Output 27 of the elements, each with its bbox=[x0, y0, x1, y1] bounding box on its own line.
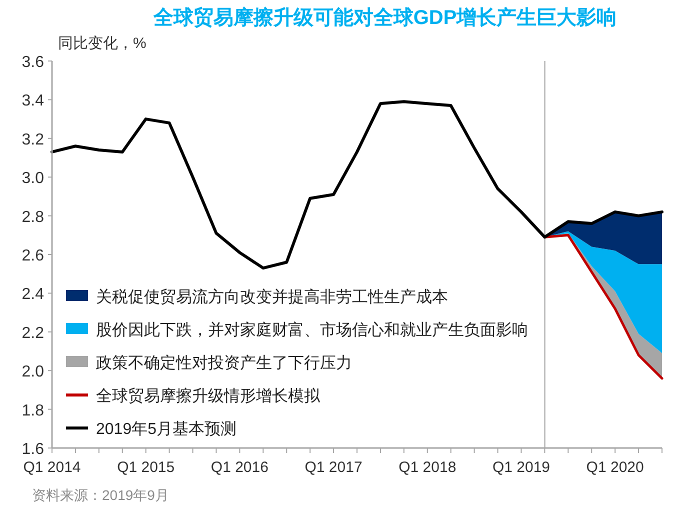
x-tick-label: Q1 2016 bbox=[210, 459, 268, 476]
y-tick-label: 2.6 bbox=[22, 248, 44, 264]
legend-label: 全球贸易摩擦升级情形增长模拟 bbox=[96, 387, 321, 405]
y-axis-title: 同比变化，% bbox=[58, 35, 146, 52]
y-tick-label: 3.6 bbox=[22, 54, 44, 71]
y-tick-label: 2.0 bbox=[22, 364, 44, 381]
x-tick-label: Q1 2017 bbox=[304, 459, 362, 476]
y-tick-label: 2.8 bbox=[22, 208, 44, 226]
text: 资料来源：2019年9月 bbox=[32, 487, 169, 503]
legend-label: 2019年5月基本预测 bbox=[96, 420, 236, 438]
legend-label: 政策不确定性对投资产生了下行压力 bbox=[96, 354, 352, 372]
y-tick-label: 3.2 bbox=[22, 131, 44, 148]
legend-label: 关税促使贸易流方向改变并提高非劳工性生产成本 bbox=[96, 288, 448, 306]
y-tick-label: 2.2 bbox=[22, 324, 44, 342]
y-tick-label: 1.6 bbox=[22, 441, 44, 458]
x-tick-label: Q1 2018 bbox=[398, 459, 456, 476]
y-tick-label: 1.8 bbox=[22, 402, 44, 420]
legend-label: 股价因此下跌，并对家庭财富、市场信心和就业产生负面影响 bbox=[96, 321, 528, 339]
x-tick-label: Q1 2015 bbox=[117, 459, 175, 476]
x-tick-label: Q1 2020 bbox=[586, 459, 644, 476]
y-tick-label: 3.0 bbox=[22, 170, 44, 188]
x-tick-label: Q1 2014 bbox=[23, 459, 81, 476]
x-tick-label: Q1 2019 bbox=[492, 459, 550, 476]
chart-title: 全球贸易摩擦升级可能对全球GDP增长产生巨大影响 bbox=[152, 6, 617, 29]
y-tick-label: 3.4 bbox=[22, 92, 44, 110]
line-series bbox=[50, 100, 664, 270]
y-tick-label: 2.4 bbox=[22, 286, 44, 304]
